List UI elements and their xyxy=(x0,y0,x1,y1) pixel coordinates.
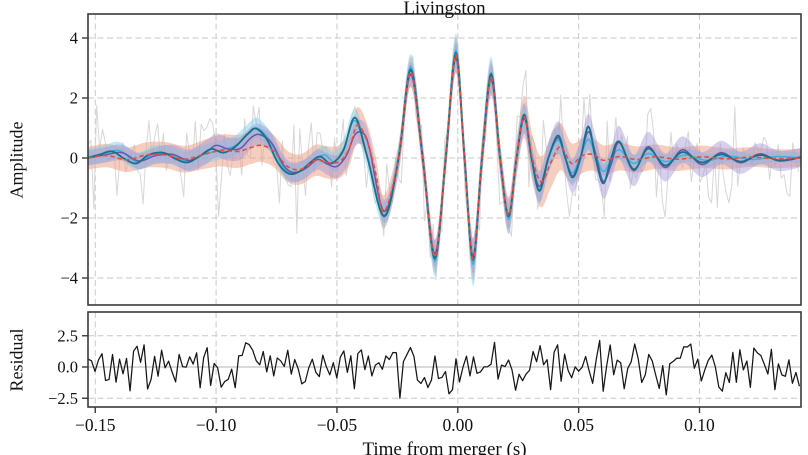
amplitude-frame xyxy=(87,13,802,306)
plot-title: Livingston xyxy=(403,0,486,19)
amplitude-ytick-label: −4 xyxy=(60,269,78,288)
amplitude-ytick-label: −2 xyxy=(60,209,78,228)
residual-ytick-label: −2.5 xyxy=(48,389,78,408)
residual-y-ticks: −2.5 0.0 2.5 xyxy=(48,326,88,408)
xtick-label: 0.00 xyxy=(442,415,473,435)
residual-traces xyxy=(88,339,801,399)
xtick-label: −0.05 xyxy=(317,415,358,435)
amplitude-panel: −4 −2 0 2 4 xyxy=(60,13,802,306)
residual-trace xyxy=(88,339,801,399)
residual-ytick-label: 2.5 xyxy=(57,326,78,345)
amplitude-ytick-label: 4 xyxy=(70,29,78,48)
xtick-label: 0.10 xyxy=(684,415,715,435)
xtick-label: 0.05 xyxy=(563,415,594,435)
residual-frame xyxy=(87,311,802,408)
amplitude-traces xyxy=(88,33,801,287)
amplitude-ytick-label: 2 xyxy=(70,89,78,108)
red-dashed-line xyxy=(88,53,801,261)
x-axis-label: Time from merger (s) xyxy=(362,439,527,455)
cyan-band xyxy=(88,33,801,287)
y-axis-label-amplitude: Amplitude xyxy=(6,121,27,199)
y-axis-label-residual: Residual xyxy=(6,328,27,392)
purple-band xyxy=(88,42,801,275)
residual-panel: −2.5 0.0 2.5 xyxy=(48,311,802,408)
amplitude-y-ticks: −4 −2 0 2 4 xyxy=(60,29,88,288)
residual-ytick-label: 0.0 xyxy=(57,358,78,377)
xtick-label: −0.15 xyxy=(75,415,116,435)
x-ticks: −0.15 −0.10 −0.05 0.00 0.05 0.10 xyxy=(75,407,715,435)
amplitude-ytick-label: 0 xyxy=(70,149,78,168)
xtick-label: −0.10 xyxy=(196,415,237,435)
